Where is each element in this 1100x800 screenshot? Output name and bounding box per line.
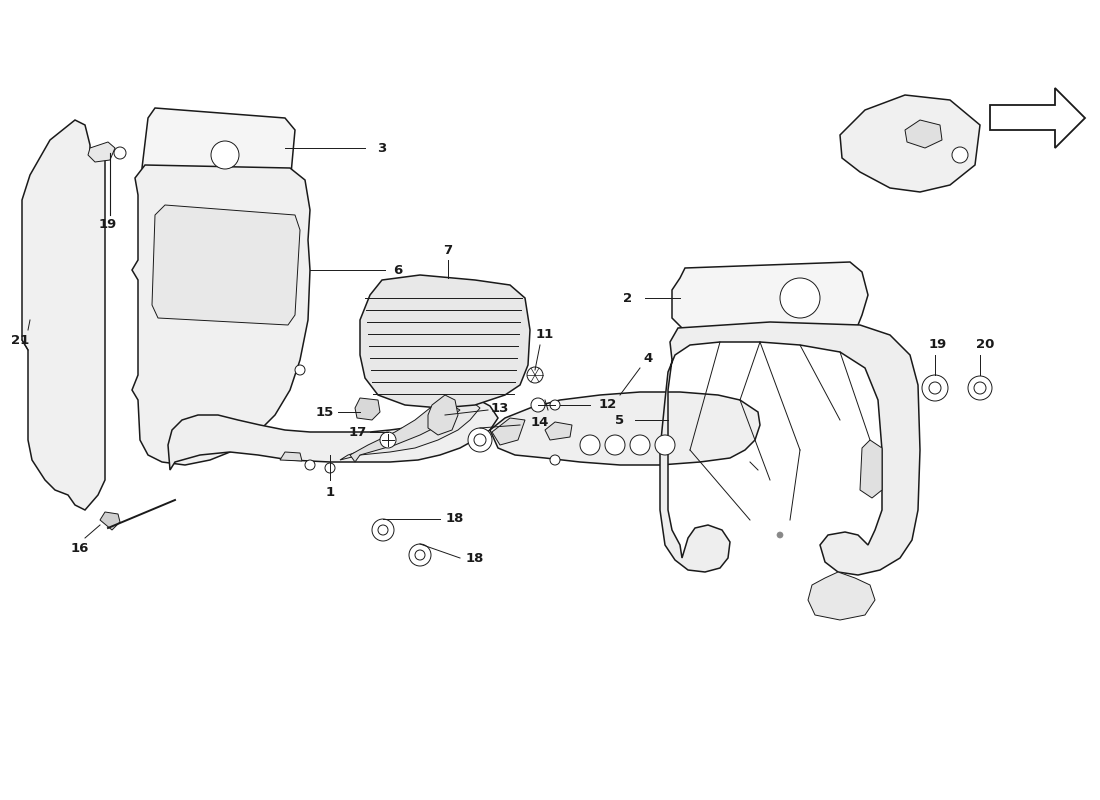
Polygon shape xyxy=(492,418,525,445)
Text: 18: 18 xyxy=(446,513,464,526)
Circle shape xyxy=(527,367,543,383)
Polygon shape xyxy=(840,95,980,192)
Circle shape xyxy=(605,435,625,455)
Text: 19: 19 xyxy=(928,338,947,351)
Circle shape xyxy=(378,525,388,535)
Text: 13: 13 xyxy=(491,402,509,414)
Circle shape xyxy=(974,382,986,394)
Circle shape xyxy=(550,400,560,410)
Circle shape xyxy=(305,460,315,470)
Polygon shape xyxy=(860,440,882,498)
Text: 4: 4 xyxy=(644,351,652,365)
Text: 7: 7 xyxy=(443,243,452,257)
Polygon shape xyxy=(428,395,458,435)
Circle shape xyxy=(952,147,968,163)
Text: 5: 5 xyxy=(615,414,625,426)
Circle shape xyxy=(531,398,544,412)
Text: 11: 11 xyxy=(536,329,554,342)
Circle shape xyxy=(415,550,425,560)
Text: 19: 19 xyxy=(99,218,117,231)
Circle shape xyxy=(930,382,940,394)
Polygon shape xyxy=(280,452,302,461)
Polygon shape xyxy=(990,88,1085,148)
Circle shape xyxy=(372,519,394,541)
Text: 6: 6 xyxy=(394,263,403,277)
Circle shape xyxy=(114,147,126,159)
Circle shape xyxy=(409,544,431,566)
Circle shape xyxy=(580,435,600,455)
Polygon shape xyxy=(672,262,868,330)
Polygon shape xyxy=(360,275,530,408)
Text: 2: 2 xyxy=(624,291,632,305)
Polygon shape xyxy=(905,120,942,148)
Polygon shape xyxy=(168,395,498,470)
Text: 12: 12 xyxy=(598,398,617,411)
Circle shape xyxy=(654,435,675,455)
Circle shape xyxy=(922,375,948,401)
Polygon shape xyxy=(152,205,300,325)
Text: 1: 1 xyxy=(326,486,334,498)
Text: 16: 16 xyxy=(70,542,89,554)
Circle shape xyxy=(379,432,396,448)
Circle shape xyxy=(211,141,239,169)
Polygon shape xyxy=(100,512,120,530)
Polygon shape xyxy=(350,402,460,462)
Text: 17: 17 xyxy=(349,426,367,438)
Circle shape xyxy=(777,532,783,538)
Text: 20: 20 xyxy=(976,338,994,351)
Circle shape xyxy=(630,435,650,455)
Polygon shape xyxy=(340,396,480,460)
Circle shape xyxy=(968,376,992,400)
Polygon shape xyxy=(660,322,920,575)
Circle shape xyxy=(474,434,486,446)
Polygon shape xyxy=(808,572,874,620)
Polygon shape xyxy=(142,108,295,190)
Text: 3: 3 xyxy=(377,142,386,154)
Circle shape xyxy=(295,365,305,375)
Circle shape xyxy=(780,278,820,318)
Polygon shape xyxy=(544,422,572,440)
Circle shape xyxy=(468,428,492,452)
Text: 14: 14 xyxy=(531,417,549,430)
Polygon shape xyxy=(88,142,116,162)
Text: 18: 18 xyxy=(465,551,484,565)
Text: 15: 15 xyxy=(316,406,334,418)
Polygon shape xyxy=(22,120,104,510)
Circle shape xyxy=(550,455,560,465)
Polygon shape xyxy=(132,165,310,465)
Text: 21: 21 xyxy=(11,334,29,346)
Circle shape xyxy=(324,463,336,473)
Polygon shape xyxy=(490,392,760,465)
Polygon shape xyxy=(355,398,380,420)
